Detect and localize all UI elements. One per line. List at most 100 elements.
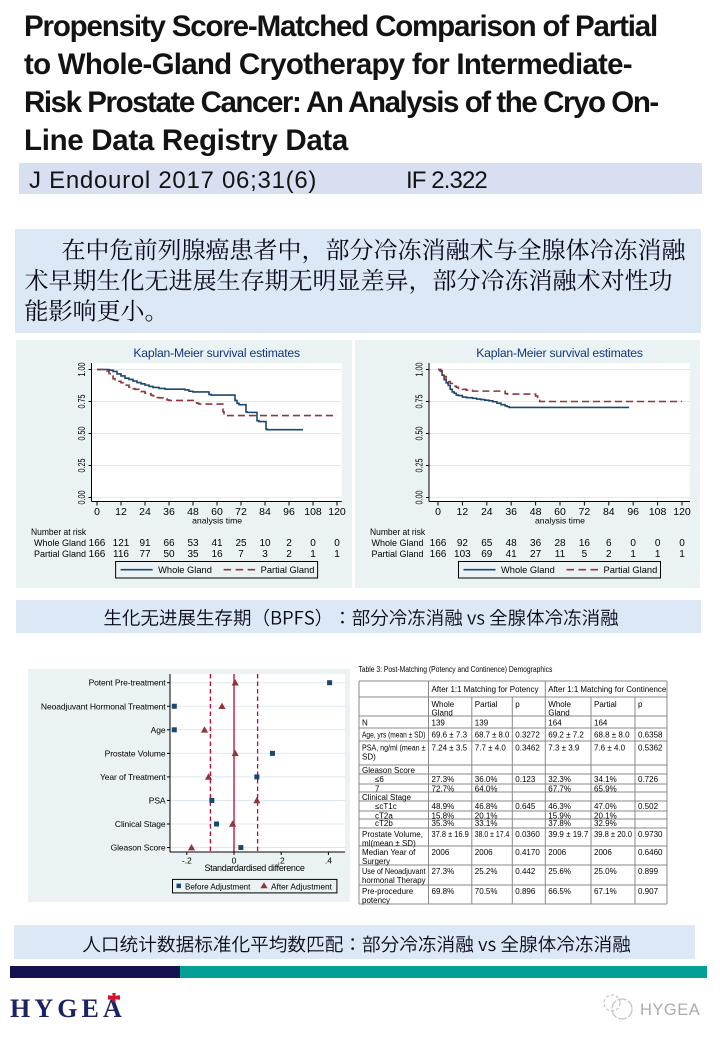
svg-text:28: 28 bbox=[554, 538, 566, 549]
svg-text:0: 0 bbox=[630, 538, 636, 549]
svg-text:120: 120 bbox=[673, 506, 691, 518]
svg-text:166: 166 bbox=[89, 538, 106, 549]
svg-text:20.1%: 20.1% bbox=[594, 811, 617, 820]
svg-text:After 1:1 Matching for Contine: After 1:1 Matching for Continence bbox=[548, 685, 667, 694]
svg-text:hormonal Therapy: hormonal Therapy bbox=[362, 876, 426, 885]
svg-text:7.7 ± 4.0: 7.7 ± 4.0 bbox=[475, 744, 507, 753]
svg-text:103: 103 bbox=[454, 549, 471, 560]
svg-text:0.9730: 0.9730 bbox=[638, 830, 663, 839]
svg-text:PSA, ng/ml (mean ±: PSA, ng/ml (mean ± bbox=[362, 744, 426, 753]
svg-text:46.8%: 46.8% bbox=[475, 802, 498, 811]
svg-text:0: 0 bbox=[435, 506, 441, 518]
svg-text:≤cT1c: ≤cT1c bbox=[375, 802, 397, 811]
svg-text:Standardardised difference: Standardardised difference bbox=[204, 863, 304, 873]
svg-text:Whole Gland: Whole Gland bbox=[34, 538, 86, 548]
svg-text:48.9%: 48.9% bbox=[432, 802, 455, 811]
svg-text:11: 11 bbox=[555, 549, 566, 560]
svg-text:Number at risk: Number at risk bbox=[370, 527, 426, 537]
svg-text:48: 48 bbox=[530, 506, 542, 518]
svg-text:24: 24 bbox=[139, 506, 151, 518]
svg-text:Whole Gland: Whole Gland bbox=[501, 565, 555, 575]
svg-text:16: 16 bbox=[579, 538, 591, 549]
svg-text:36: 36 bbox=[505, 506, 517, 518]
svg-text:Clinical Stage: Clinical Stage bbox=[115, 819, 166, 829]
svg-text:24: 24 bbox=[481, 506, 493, 518]
svg-text:69: 69 bbox=[481, 549, 493, 560]
svg-text:Surgery: Surgery bbox=[362, 857, 390, 866]
svg-text:Age: Age bbox=[151, 725, 166, 735]
svg-text:50: 50 bbox=[163, 549, 175, 560]
svg-text:0.00: 0.00 bbox=[77, 490, 88, 504]
svg-text:analysis time: analysis time bbox=[535, 516, 585, 526]
svg-text:Pre-procedure: Pre-procedure bbox=[362, 887, 414, 896]
svg-text:Neoadjuvant Hormonal Treatment: Neoadjuvant Hormonal Treatment bbox=[41, 701, 166, 711]
svg-text:32.9%: 32.9% bbox=[594, 819, 617, 828]
svg-text:0.6460: 0.6460 bbox=[638, 848, 663, 857]
svg-text:1: 1 bbox=[655, 549, 661, 560]
svg-text:69.8%: 69.8% bbox=[432, 887, 455, 896]
svg-text:2006: 2006 bbox=[594, 848, 612, 857]
svg-text:0.5362: 0.5362 bbox=[638, 744, 663, 753]
svg-text:0.75: 0.75 bbox=[77, 394, 88, 408]
svg-text:72: 72 bbox=[235, 506, 247, 518]
svg-text:0.896: 0.896 bbox=[515, 887, 536, 896]
svg-text:1: 1 bbox=[334, 549, 340, 560]
svg-text:27.3%: 27.3% bbox=[432, 775, 455, 784]
svg-text:Whole Gland: Whole Gland bbox=[158, 565, 212, 575]
svg-text:0.0360: 0.0360 bbox=[515, 830, 540, 839]
svg-text:69.6 ± 7.3: 69.6 ± 7.3 bbox=[432, 731, 468, 740]
svg-text:N: N bbox=[362, 719, 368, 728]
svg-text:.2: .2 bbox=[278, 856, 285, 866]
svg-text:10: 10 bbox=[259, 538, 271, 549]
svg-text:0.645: 0.645 bbox=[515, 802, 536, 811]
svg-text:66.5%: 66.5% bbox=[548, 887, 571, 896]
svg-text:Prostate Volume,: Prostate Volume, bbox=[362, 830, 423, 839]
svg-text:Gleason Score: Gleason Score bbox=[362, 766, 415, 775]
svg-text:Clinical Stage: Clinical Stage bbox=[362, 793, 411, 802]
svg-text:166: 166 bbox=[430, 538, 447, 549]
svg-text:34.1%: 34.1% bbox=[594, 775, 617, 784]
svg-text:84: 84 bbox=[259, 506, 271, 518]
svg-text:96: 96 bbox=[627, 506, 639, 518]
svg-text:0.726: 0.726 bbox=[638, 775, 659, 784]
svg-text:68.7 ± 8.0: 68.7 ± 8.0 bbox=[475, 731, 510, 740]
svg-text:0.442: 0.442 bbox=[515, 867, 536, 876]
svg-text:41: 41 bbox=[211, 538, 223, 549]
svg-text:2: 2 bbox=[286, 549, 292, 560]
svg-text:Partial: Partial bbox=[475, 700, 498, 709]
svg-text:38.0 ± 17.4: 38.0 ± 17.4 bbox=[475, 830, 510, 839]
svg-text:Partial Gland: Partial Gland bbox=[261, 565, 315, 575]
svg-text:potency: potency bbox=[362, 896, 390, 905]
svg-text:77: 77 bbox=[139, 549, 151, 560]
svg-text:0.4170: 0.4170 bbox=[515, 848, 540, 857]
svg-text:164: 164 bbox=[594, 719, 608, 728]
svg-text:36: 36 bbox=[163, 506, 175, 518]
svg-text:Kaplan-Meier survival estimate: Kaplan-Meier survival estimates bbox=[133, 346, 300, 360]
svg-text:64.0%: 64.0% bbox=[475, 785, 498, 794]
svg-text:ml(mean ± SD): ml(mean ± SD) bbox=[362, 839, 416, 848]
svg-text:0.3272: 0.3272 bbox=[515, 731, 540, 740]
svg-text:36: 36 bbox=[530, 538, 542, 549]
svg-text:25.2%: 25.2% bbox=[475, 867, 498, 876]
svg-text:108: 108 bbox=[649, 506, 667, 518]
svg-text:15.9%: 15.9% bbox=[548, 811, 571, 820]
svg-text:67.7%: 67.7% bbox=[548, 785, 571, 794]
svg-text:36.0%: 36.0% bbox=[475, 775, 498, 784]
svg-text:15.8%: 15.8% bbox=[432, 811, 455, 820]
svg-text:37.8%: 37.8% bbox=[548, 819, 571, 828]
svg-text:37.8 ± 16.9: 37.8 ± 16.9 bbox=[432, 830, 470, 839]
svg-text:96: 96 bbox=[283, 506, 295, 518]
svg-text:1.00: 1.00 bbox=[415, 362, 426, 376]
svg-text:92: 92 bbox=[457, 538, 469, 549]
svg-text:0.907: 0.907 bbox=[638, 887, 659, 896]
svg-text:72: 72 bbox=[579, 506, 591, 518]
svg-text:0.50: 0.50 bbox=[77, 426, 88, 440]
svg-text:1: 1 bbox=[679, 549, 685, 560]
svg-text:0.3462: 0.3462 bbox=[515, 744, 540, 753]
svg-text:1.00: 1.00 bbox=[77, 362, 88, 376]
svg-text:7.3 ± 3.9: 7.3 ± 3.9 bbox=[548, 744, 580, 753]
svg-text:139: 139 bbox=[475, 719, 489, 728]
svg-text:53: 53 bbox=[187, 538, 199, 549]
svg-text:16: 16 bbox=[211, 549, 223, 560]
svg-text:0.00: 0.00 bbox=[415, 490, 426, 504]
